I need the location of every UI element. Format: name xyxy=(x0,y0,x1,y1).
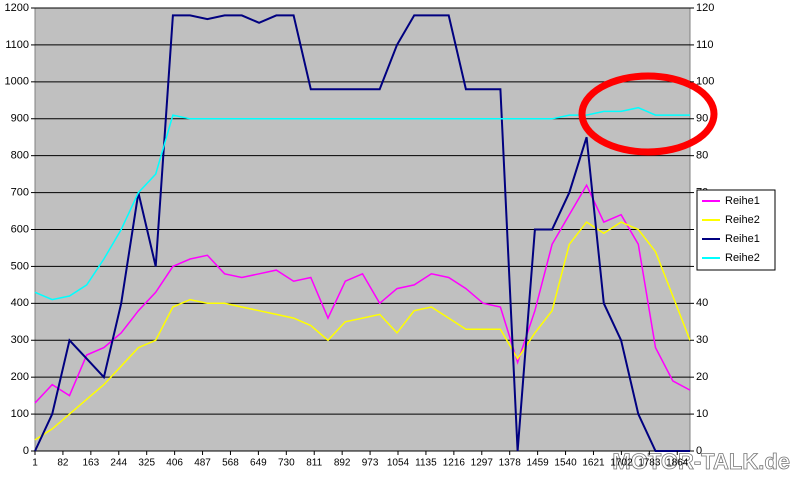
y2-tick-label: 20 xyxy=(696,371,708,383)
y2-tick-label: 0 xyxy=(696,445,702,457)
y-tick-label: 300 xyxy=(11,334,29,346)
x-tick-label: 325 xyxy=(138,458,155,469)
x-tick-label: 1864 xyxy=(666,458,689,469)
y-tick-label: 1200 xyxy=(5,2,29,14)
x-tick-label: 1702 xyxy=(610,458,633,469)
y-tick-label: 1100 xyxy=(5,39,29,51)
y-tick-label: 500 xyxy=(11,260,29,272)
x-tick-label: 1297 xyxy=(471,458,494,469)
y-tick-label: 700 xyxy=(11,186,29,198)
x-tick-label: 1 xyxy=(32,458,38,469)
legend-label: Reihe1 xyxy=(725,195,760,207)
y2-tick-label: 110 xyxy=(696,39,714,51)
legend-label: Reihe2 xyxy=(725,252,760,264)
x-tick-label: 1621 xyxy=(582,458,605,469)
x-tick-label: 1054 xyxy=(387,458,410,469)
legend-box xyxy=(696,189,776,271)
y-tick-label: 1000 xyxy=(5,76,29,88)
x-tick-label: 568 xyxy=(222,458,239,469)
x-tick-label: 1378 xyxy=(499,458,522,469)
x-tick-label: 1216 xyxy=(443,458,466,469)
x-tick-label: 1540 xyxy=(554,458,577,469)
x-tick-label: 82 xyxy=(57,458,69,469)
y2-tick-label: 90 xyxy=(696,113,708,125)
x-tick-label: 1459 xyxy=(527,458,550,469)
x-tick-label: 487 xyxy=(194,458,211,469)
x-tick-label: 892 xyxy=(334,458,351,469)
x-tick-label: 163 xyxy=(83,458,100,469)
y-tick-label: 400 xyxy=(11,297,29,309)
series-line xyxy=(34,221,691,441)
y2-tick-label: 80 xyxy=(696,150,708,162)
y2-tick-label: 120 xyxy=(696,2,714,14)
y-tick-label: 900 xyxy=(11,113,29,125)
series-line xyxy=(34,14,690,452)
series-line xyxy=(34,183,691,404)
x-tick-label: 406 xyxy=(166,458,183,469)
y2-tick-label: 10 xyxy=(696,408,708,420)
legend-label: Reihe2 xyxy=(725,214,760,226)
watermark: MOTOR-TALK.de xyxy=(612,449,790,474)
x-tick-label: 1135 xyxy=(415,458,437,469)
y2-tick-label: 40 xyxy=(696,297,708,309)
x-tick-label: 811 xyxy=(306,458,322,469)
y-tick-label: 600 xyxy=(11,223,29,235)
y-tick-label: 100 xyxy=(11,408,29,420)
x-tick-label: 1783 xyxy=(638,458,661,469)
x-tick-label: 730 xyxy=(278,458,295,469)
y-tick-label: 200 xyxy=(11,371,29,383)
y2-tick-label: 30 xyxy=(696,334,708,346)
x-tick-label: 973 xyxy=(362,458,379,469)
y-tick-label: 800 xyxy=(11,150,29,162)
x-tick-label: 244 xyxy=(110,458,127,469)
highlight-ellipse xyxy=(578,72,718,156)
y-tick-label: 0 xyxy=(23,445,29,457)
x-tick-label: 649 xyxy=(250,458,267,469)
y2-tick-label: 100 xyxy=(696,76,714,88)
legend-label: Reihe1 xyxy=(725,233,760,245)
